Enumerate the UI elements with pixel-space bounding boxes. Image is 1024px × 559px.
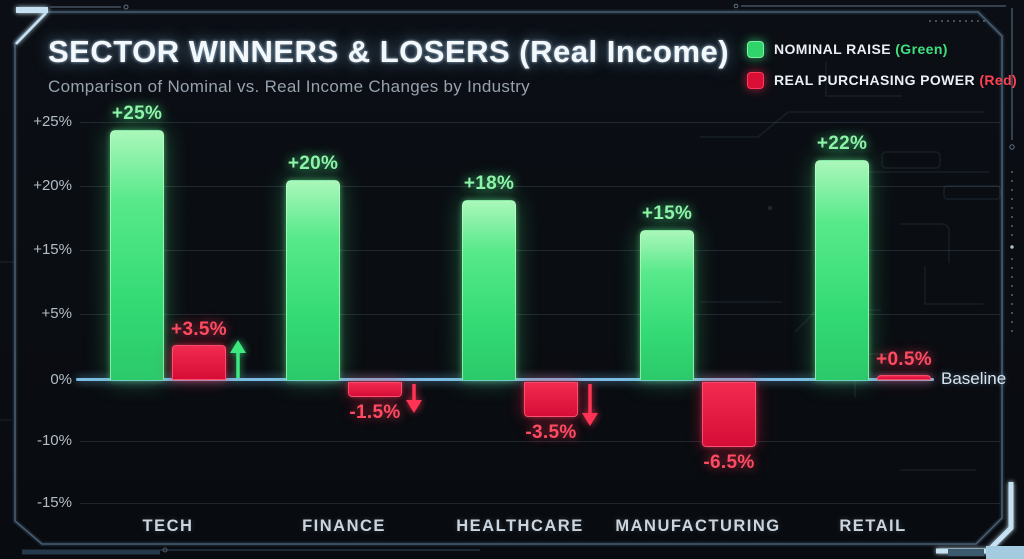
gridline <box>80 122 1000 123</box>
y-axis-tick: +5% <box>41 305 72 322</box>
green-swatch-icon <box>747 40 764 58</box>
bar-nominal-tech <box>110 130 164 380</box>
trend-down-arrow-icon <box>402 384 426 420</box>
bar-real-tech <box>172 345 226 380</box>
bar-nominal-retail <box>815 160 869 380</box>
bar-nominal-healthcare <box>462 200 516 380</box>
red-swatch-icon <box>747 71 764 89</box>
bar-nominal-manufacturing <box>640 230 694 380</box>
x-axis-label-manufacturing: MANUFACTURING <box>615 517 781 535</box>
y-axis-tick: +25% <box>33 113 72 130</box>
page-subtitle: Comparison of Nominal vs. Real Income Ch… <box>48 77 530 96</box>
value-label-real: -6.5% <box>703 452 755 473</box>
value-label-nominal: +22% <box>816 133 868 154</box>
value-label-nominal: +25% <box>111 103 163 124</box>
legend-label: REAL PURCHASING POWER (Red) <box>774 72 1018 88</box>
legend-item-real-purchasing-power: REAL PURCHASING POWER (Red) <box>747 71 1017 89</box>
value-label-real: +3.5% <box>171 319 227 340</box>
x-axis-label-retail: RETAIL <box>839 517 907 535</box>
bar-real-healthcare <box>524 382 578 417</box>
bar-nominal-finance <box>286 180 340 380</box>
top-deco-lines <box>50 3 1015 150</box>
trend-up-arrow-icon <box>226 340 250 383</box>
bar-real-finance <box>348 382 402 397</box>
value-label-real: +0.5% <box>876 349 932 370</box>
gridline <box>80 441 1000 442</box>
frame-border-glow <box>12 9 1005 547</box>
trend-down-arrow-icon <box>578 384 602 433</box>
chart-header: SECTOR WINNERS & LOSERS (Real Income) Co… <box>48 34 729 97</box>
x-axis-label-tech: TECH <box>142 517 194 535</box>
value-label-nominal: +18% <box>463 173 515 194</box>
x-axis-label-finance: FINANCE <box>302 517 386 535</box>
gridline <box>80 186 1000 187</box>
y-axis-tick: -15% <box>36 494 72 511</box>
gridline <box>80 503 1000 504</box>
chart-legend: NOMINAL RAISE (Green) REAL PURCHASING PO… <box>747 40 1017 102</box>
x-axis-label-healthcare: HEALTHCARE <box>456 517 584 535</box>
bottom-deco <box>22 546 1024 559</box>
value-label-real: -3.5% <box>525 422 577 443</box>
legend-item-nominal-raise: NOMINAL RAISE (Green) <box>747 40 1017 58</box>
baseline-label: Baseline <box>941 369 1007 388</box>
y-axis-tick: -10% <box>36 432 72 449</box>
frame-border <box>14 11 1003 545</box>
gridline <box>80 314 1000 315</box>
bar-real-retail <box>877 375 931 380</box>
value-label-nominal: +15% <box>641 203 693 224</box>
bar-real-manufacturing <box>702 382 756 447</box>
y-axis-tick: +15% <box>33 241 72 258</box>
value-label-nominal: +20% <box>287 153 339 174</box>
y-axis-tick: 0% <box>50 371 72 388</box>
value-label-real: -1.5% <box>349 402 401 423</box>
page-title: SECTOR WINNERS & LOSERS (Real Income) <box>48 34 730 69</box>
legend-label: NOMINAL RAISE (Green) <box>774 41 948 57</box>
dot-details <box>929 20 1014 332</box>
gridline <box>80 250 1000 251</box>
y-axis-tick: +20% <box>33 177 72 194</box>
